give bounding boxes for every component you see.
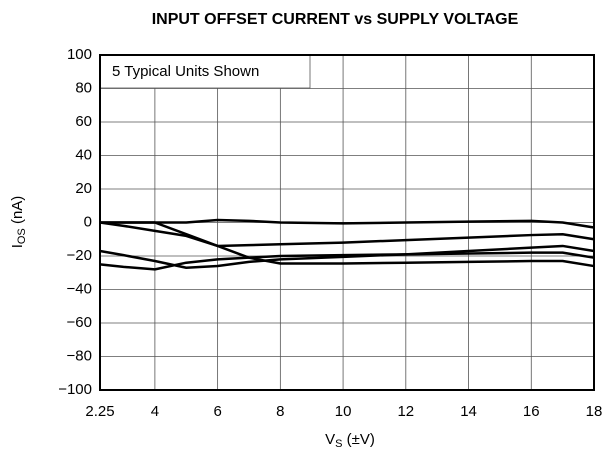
y-tick-label: 60 xyxy=(75,113,92,130)
y-tick-label: 20 xyxy=(75,180,92,197)
y-tick-label: 80 xyxy=(75,79,92,96)
x-tick-label: 4 xyxy=(151,403,159,420)
x-label-main: V xyxy=(325,431,335,448)
series-line xyxy=(99,251,595,271)
y-tick-label: −100 xyxy=(58,381,92,398)
series-line xyxy=(99,221,595,248)
x-tick-label: 14 xyxy=(460,403,477,420)
series-line xyxy=(100,218,595,229)
y-tick-label: −80 xyxy=(67,347,92,364)
x-tick-label: 6 xyxy=(213,403,221,420)
x-tick-label: 16 xyxy=(523,403,540,420)
annotation: 5 Typical Units Shown xyxy=(112,63,259,80)
y-label-sub: OS xyxy=(16,228,28,244)
y-tick-label: −60 xyxy=(67,314,92,331)
x-tick-label: 12 xyxy=(397,403,414,420)
x-label-rest: (±V) xyxy=(342,431,374,448)
x-axis-label: VS (±V) xyxy=(325,431,375,450)
series-line xyxy=(100,221,595,268)
y-tick-label: −40 xyxy=(67,280,92,297)
y-tick-label: −20 xyxy=(67,247,92,264)
x-tick-label: 10 xyxy=(335,403,352,420)
y-axis-label: IOS (nA) xyxy=(9,196,28,249)
y-label-main: I xyxy=(9,244,26,248)
plot-frame xyxy=(99,54,595,391)
annotation-box xyxy=(99,54,311,89)
x-tick-label: 8 xyxy=(276,403,284,420)
y-tick-label: 40 xyxy=(75,146,92,163)
x-label-sub: S xyxy=(335,438,342,450)
chart-title: INPUT OFFSET CURRENT vs SUPPLY VOLTAGE xyxy=(152,11,519,28)
x-tick-label: 2.25 xyxy=(85,403,114,420)
x-tick-label: 18 xyxy=(586,403,603,420)
y-label-rest: (nA) xyxy=(9,196,26,229)
y-tick-label: 0 xyxy=(84,213,92,230)
y-tick-label: 100 xyxy=(67,46,92,63)
series-line xyxy=(99,244,595,269)
